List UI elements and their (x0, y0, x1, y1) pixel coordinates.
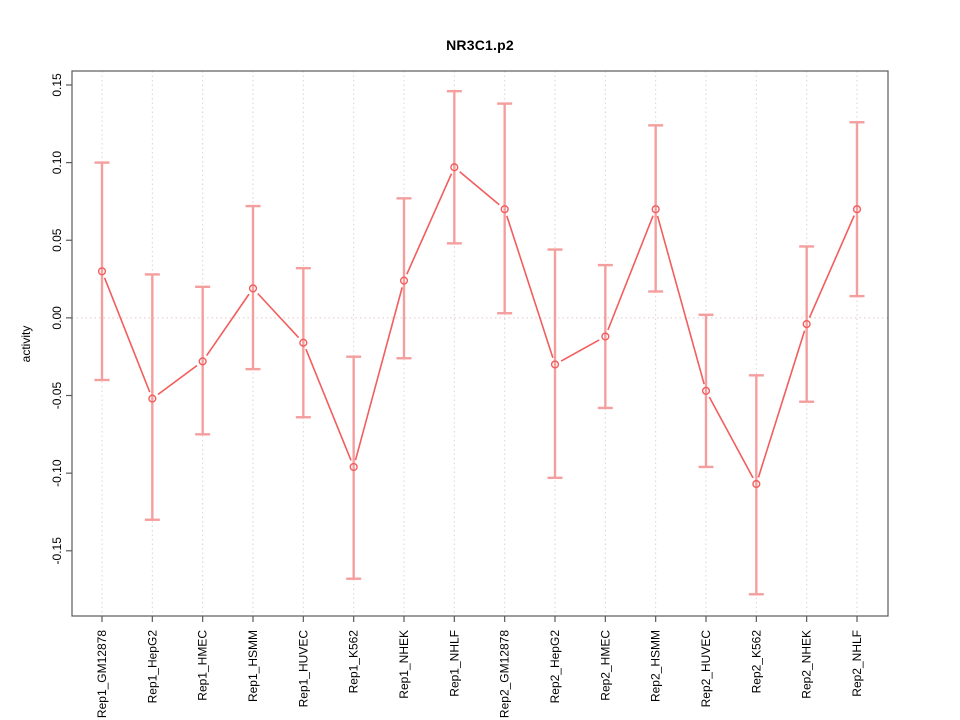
x-tick-label: Rep1_HMEC (196, 630, 210, 701)
series-segment (406, 173, 453, 275)
x-tick-label: Rep2_HepG2 (548, 630, 562, 704)
series-segment (607, 215, 654, 331)
x-tick-label: Rep2_GM12878 (498, 630, 512, 718)
data-point (701, 386, 711, 395)
series-segment (656, 215, 705, 385)
y-tick-label: -0.15 (50, 537, 64, 565)
series-segment (103, 277, 151, 393)
y-axis-title: activity (19, 325, 33, 363)
x-tick-label: Rep2_NHEK (800, 630, 814, 699)
x-tick-label: Rep1_NHLF (447, 630, 461, 697)
data-point (752, 479, 761, 489)
x-tick-label: Rep2_NHLF (850, 630, 864, 697)
y-tick-label: 0.10 (50, 151, 64, 175)
series-segment (205, 293, 250, 357)
series-segment (708, 396, 754, 479)
data-point (148, 394, 157, 403)
series-segment (506, 215, 554, 359)
x-tick-label: Rep1_HSMM (246, 630, 260, 702)
data-point (601, 332, 610, 341)
x-tick-label: Rep2_K562 (749, 630, 763, 694)
series-segment (257, 292, 300, 339)
series-segment (157, 364, 198, 396)
plot-border (71, 70, 889, 617)
x-tick-label: Rep2_HSMM (649, 630, 663, 702)
data-point (399, 276, 409, 285)
series-segment (757, 330, 806, 478)
series-segment (354, 287, 403, 461)
x-tick-label: Rep1_K562 (347, 630, 361, 694)
y-tick-label: -0.05 (50, 382, 64, 410)
x-tick-label: Rep2_HMEC (598, 630, 612, 701)
data-point (852, 205, 862, 214)
y-tick-label: 0.15 (50, 73, 64, 97)
data-point (248, 284, 258, 293)
data-point (198, 357, 207, 366)
series-segment (305, 348, 352, 461)
data-point (450, 163, 459, 172)
chart-title: NR3C1.p2 (446, 37, 514, 53)
x-tick-label: Rep1_HUVEC (296, 630, 310, 708)
series-segment (560, 339, 600, 362)
x-tick-label: Rep1_HepG2 (145, 630, 159, 704)
x-tick-label: Rep2_HUVEC (699, 630, 713, 708)
y-tick-label: 0.05 (50, 228, 64, 252)
x-tick-label: Rep1_GM12878 (95, 630, 109, 718)
data-point (651, 205, 660, 214)
series-segment (808, 215, 855, 319)
x-tick-label: Rep1_NHEK (397, 630, 411, 699)
series-segment (459, 171, 500, 206)
data-point (550, 360, 560, 369)
data-point (349, 462, 358, 472)
data-point (299, 338, 308, 347)
data-point (97, 267, 107, 276)
data-point (500, 205, 509, 214)
y-tick-label: -0.10 (50, 459, 64, 487)
y-tick-label: 0.00 (50, 306, 64, 330)
data-point (802, 319, 811, 329)
